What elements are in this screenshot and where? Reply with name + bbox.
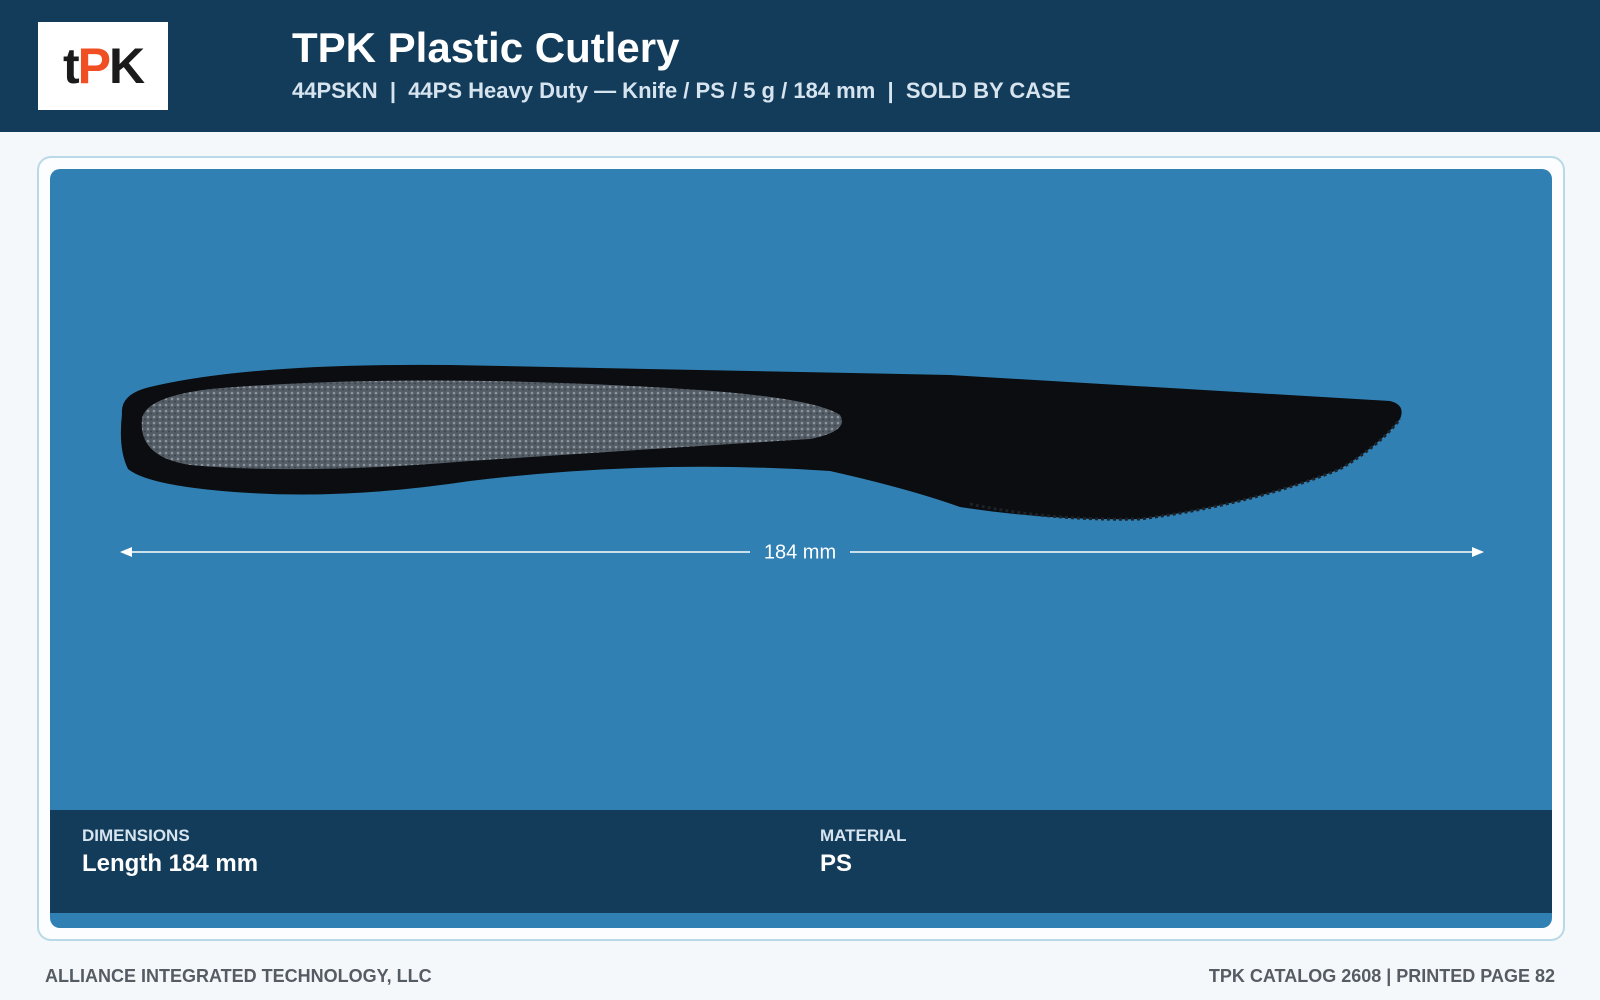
dimension-label: 184 mm (764, 541, 836, 563)
footer-right: TPK CATALOG 2608 | PRINTED PAGE 82 (1208, 966, 1555, 986)
footer-left: ALLIANCE INTEGRATED TECHNOLOGY, LLC (45, 966, 432, 986)
subtitle: 44PSKN | 44PS Heavy Duty — Knife / PS / … (292, 78, 1071, 103)
knife-handle-texture (141, 380, 842, 470)
knife-illustration: 184 mm (120, 364, 1484, 567)
header: t PK TPK Plastic Cutlery 44PSKN | 44PS He… (0, 0, 1600, 132)
spec-value: PS (820, 850, 853, 877)
logo-main: PK (77, 38, 145, 94)
logo: t PK (38, 22, 168, 110)
spec-label: DIMENSIONS (82, 826, 190, 845)
product-photo: 184 mm (50, 169, 1552, 928)
logo-prefix: t (62, 38, 80, 94)
spec-value: Length 184 mm (82, 850, 259, 877)
knife-serration (969, 418, 1402, 521)
spec-label: MATERIAL (820, 826, 907, 845)
spec-bar: DIMENSIONS Length 184 mm MATERIAL PS (50, 810, 1552, 913)
title: TPK Plastic Cutlery (292, 24, 680, 71)
dimension-label-bg (750, 537, 850, 567)
